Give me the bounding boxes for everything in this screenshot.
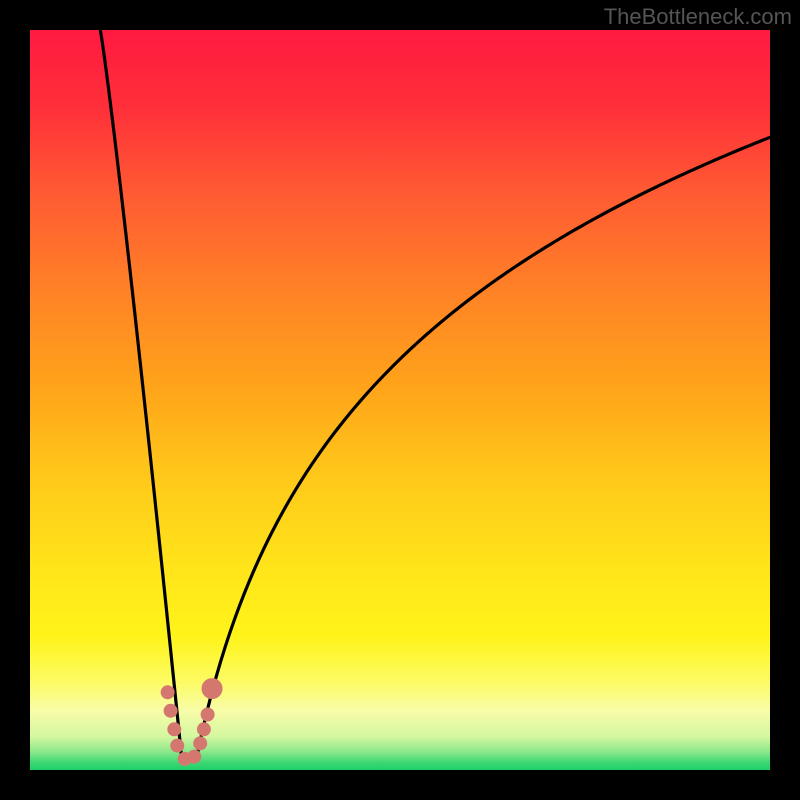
marker-dot <box>188 750 201 763</box>
bottleneck-chart <box>0 0 800 800</box>
marker-dot <box>194 737 207 750</box>
marker-dot <box>168 723 181 736</box>
marker-dot <box>161 686 174 699</box>
attribution-text: TheBottleneck.com <box>604 4 792 30</box>
chart-container: TheBottleneck.com <box>0 0 800 800</box>
marker-dot <box>197 723 210 736</box>
marker-dot <box>164 704 177 717</box>
marker-dot <box>171 739 184 752</box>
plot-area <box>30 30 770 770</box>
marker-dot <box>202 679 222 699</box>
marker-dot <box>201 708 214 721</box>
